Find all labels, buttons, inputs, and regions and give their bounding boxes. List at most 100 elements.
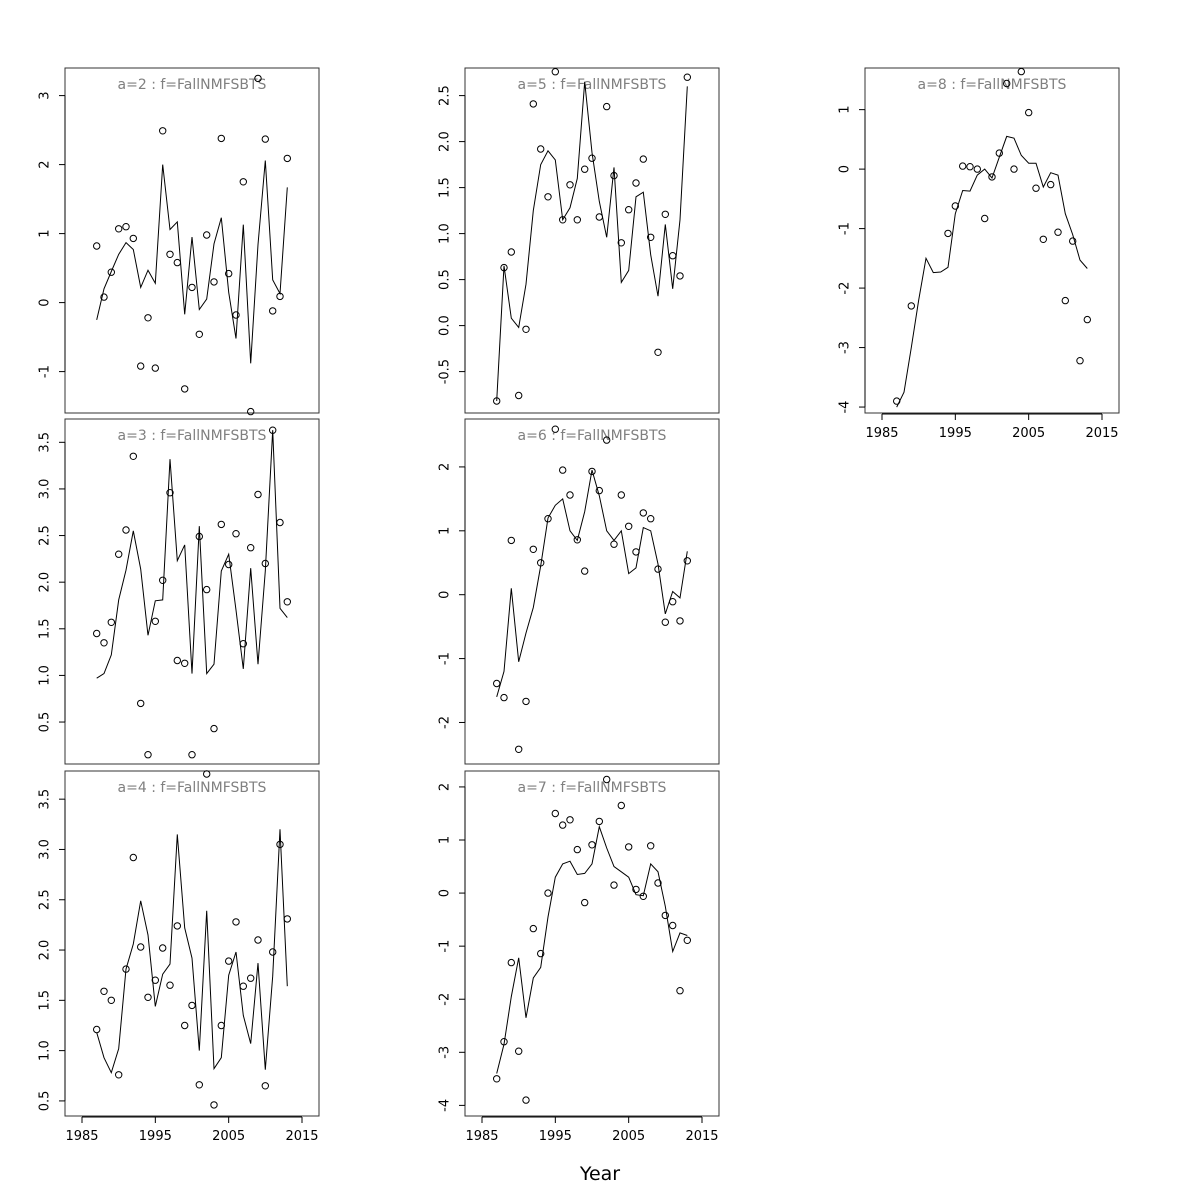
- y-tick-label: 2: [438, 463, 453, 471]
- y-tick-label: 2.0: [38, 572, 53, 593]
- observed-point: [269, 426, 277, 434]
- observed-point: [100, 639, 108, 647]
- observed-point: [683, 936, 691, 944]
- observed-point: [522, 325, 530, 333]
- y-tick-label: -2: [438, 993, 453, 1006]
- observed-point: [507, 248, 515, 256]
- x-tick-label: 1995: [539, 1129, 572, 1144]
- observed-point: [893, 397, 901, 405]
- observed-point: [507, 958, 515, 967]
- observed-point: [195, 1081, 204, 1089]
- y-tick-label: 1.0: [38, 665, 53, 686]
- observed-point: [559, 216, 567, 224]
- observed-point: [217, 134, 226, 143]
- observed-point: [588, 841, 596, 849]
- observed-point: [239, 640, 248, 648]
- observed-point: [588, 467, 596, 476]
- observed-point: [188, 1001, 196, 1010]
- observed-point: [239, 982, 248, 990]
- observed-point: [261, 1082, 269, 1090]
- observed-point: [647, 515, 655, 523]
- observed-point: [676, 987, 684, 995]
- observed-point: [610, 881, 618, 889]
- observed-point: [669, 921, 677, 930]
- panel-6: a=7 : f=FallNMFSBTS -4 -3 -2 -1 0 1 2 1985 1995 20…: [438, 770, 720, 1144]
- observed-point: [166, 489, 174, 497]
- y-tick-label: -2: [438, 716, 453, 729]
- observed-point: [195, 532, 204, 541]
- y-tick-label: 0: [438, 889, 453, 897]
- observed-point: [493, 679, 501, 688]
- observed-point: [137, 699, 145, 708]
- observed-point: [639, 155, 647, 163]
- fitted-line: [896, 135, 1088, 408]
- observed-point: [610, 171, 618, 180]
- y-tick-label: 1.5: [438, 177, 453, 198]
- x-tick-label: 1985: [465, 1129, 498, 1144]
- observed-point: [683, 73, 691, 81]
- observed-point: [595, 817, 603, 826]
- observed-point: [522, 1096, 530, 1104]
- observed-point: [632, 548, 640, 556]
- x-tick-label: 2005: [612, 1129, 645, 1144]
- y-tick-label: 0: [838, 165, 853, 173]
- y-tick-label: 3.0: [38, 479, 53, 500]
- x-tick-label: 1995: [939, 426, 972, 441]
- observed-point: [573, 845, 581, 854]
- observed-point: [1017, 67, 1025, 76]
- observed-point: [537, 559, 545, 567]
- y-tick-label: 0: [38, 298, 53, 306]
- observed-point: [617, 801, 625, 810]
- panel-1: a=2 : f=FallNMFSBTS -1 0 1 2 3: [38, 67, 320, 416]
- observed-point: [500, 1038, 508, 1046]
- observed-point: [137, 362, 145, 370]
- observed-point: [995, 149, 1003, 157]
- y-tick-label: -3: [438, 1046, 453, 1059]
- observed-point: [559, 466, 567, 474]
- observed-point: [107, 268, 116, 276]
- y-tick-label: 1: [38, 229, 53, 237]
- observed-point: [144, 993, 152, 1001]
- observed-point: [507, 536, 515, 545]
- observed-point: [493, 397, 501, 405]
- observed-point: [137, 943, 145, 951]
- observed-point: [159, 127, 167, 135]
- panels-layer: a=2 : f=FallNMFSBTS -1 0 1 2 3 a=3 : f=FallNMF…: [38, 67, 1120, 1144]
- observed-point: [595, 486, 603, 495]
- observed-point: [122, 223, 130, 231]
- observed-point: [1039, 235, 1048, 244]
- x-tick-label: 1985: [865, 426, 898, 441]
- observed-point: [537, 145, 545, 153]
- observed-point: [181, 1021, 189, 1030]
- observed-point: [676, 272, 684, 280]
- x-tick-label: 2015: [685, 1129, 718, 1144]
- y-tick-label: 2: [38, 160, 53, 168]
- observed-point: [617, 491, 625, 499]
- panel-2: a=3 : f=FallNMFSBTS 0.5 1.0 1.5 2.0 2.5 3.0 3.5: [38, 418, 320, 765]
- observed-point: [981, 214, 989, 223]
- observed-point: [581, 165, 589, 173]
- observed-point: [239, 178, 248, 186]
- observed-point: [203, 770, 211, 778]
- observed-point: [210, 1101, 218, 1109]
- panel-title: a=5 : f=FallNMFSBTS: [518, 77, 667, 93]
- observed-point: [210, 724, 218, 733]
- observed-point: [173, 258, 182, 267]
- observed-point: [639, 892, 647, 900]
- observed-point: [247, 974, 255, 982]
- observed-point: [632, 885, 640, 894]
- y-tick-label: 2.0: [38, 940, 53, 961]
- observed-point: [93, 629, 101, 638]
- observed-point: [647, 233, 655, 242]
- y-tick-label: 0: [438, 591, 453, 599]
- observed-point: [1069, 237, 1077, 245]
- observed-point: [581, 898, 589, 907]
- y-tick-label: 2.5: [438, 85, 453, 106]
- observed-point: [907, 302, 915, 310]
- observed-point: [115, 1071, 123, 1079]
- observed-point: [573, 216, 581, 224]
- observed-point: [566, 181, 574, 189]
- observed-point: [254, 74, 262, 83]
- observed-point: [129, 234, 138, 243]
- panel-5: a=6 : f=FallNMFSBTS -2 -1 0 1 2: [438, 418, 720, 765]
